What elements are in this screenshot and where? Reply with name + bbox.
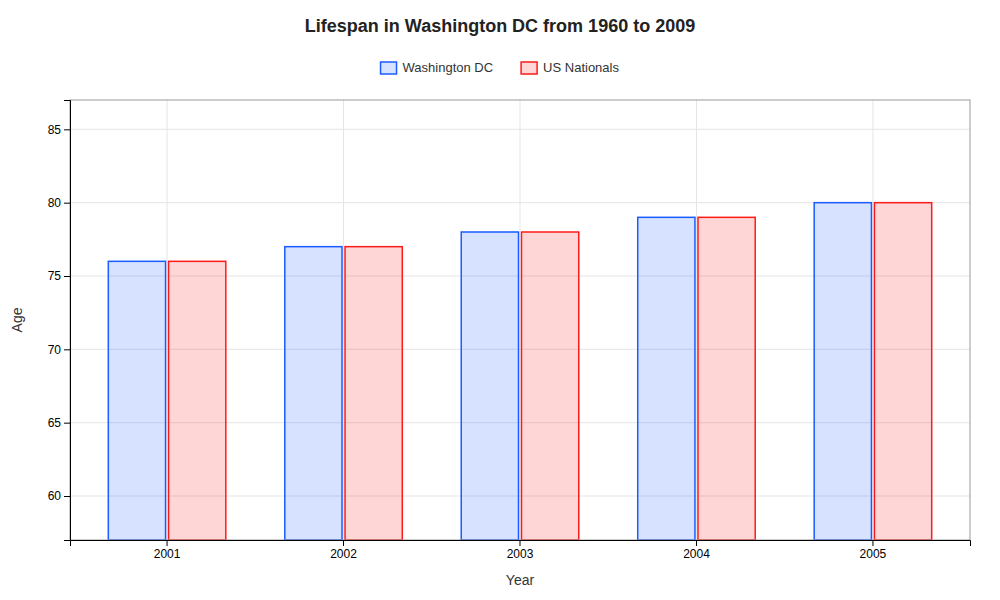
grid [70,100,970,540]
bar [522,232,579,540]
legend-item: US Nationals [521,60,619,75]
tick-mark [872,540,873,546]
tick: 80 [48,196,70,210]
plot-frame [70,100,970,540]
grid-line [167,100,168,540]
bar-series [169,203,932,540]
bar [108,261,165,540]
tick: 65 [48,416,70,430]
tick-label: 2003 [507,547,534,561]
x-axis-title: Year [506,572,535,588]
tick-mark [64,496,70,497]
tick: 2005 [860,540,887,561]
legend-label: Washington DC [403,60,494,75]
tick-label: 60 [48,489,62,503]
tick-label: 2005 [860,547,887,561]
grid-line [696,100,697,540]
tick-mark [343,540,344,546]
tick-label: 75 [48,269,62,283]
grid-line [520,100,521,540]
grid-line [872,100,873,540]
chart: 2001 2002 2003 2004 2005 60 65 70 75 80 85 Year Age L… [0,0,1000,600]
tick-label: 80 [48,196,62,210]
tick-mark [167,540,168,546]
legend-swatch [521,62,537,74]
tick-label: 2002 [330,547,357,561]
bar [461,232,518,540]
tick: 2001 [154,540,181,561]
legend-item: Washington DC [381,60,494,75]
tick: 70 [48,343,70,357]
tick: 2002 [330,540,357,561]
tick-mark [696,540,697,546]
tick-mark [64,423,70,424]
tick-label: 85 [48,123,62,137]
bar [169,261,226,540]
tick-mark [520,540,521,546]
tick-mark [64,203,70,204]
legend-swatch [381,62,397,74]
tick-mark [64,129,70,130]
tick: 85 [48,123,70,137]
grid-line [343,100,344,540]
plot-area: 2001 2002 2003 2004 2005 60 65 70 75 80 85 [48,100,971,561]
bar-series [108,203,871,540]
bar [874,203,931,540]
x-axis: 2001 2002 2003 2004 2005 [71,540,971,561]
axis-line [64,101,71,541]
tick-label: 2001 [154,547,181,561]
tick-label: 70 [48,343,62,357]
chart-title: Lifespan in Washington DC from 1960 to 2… [305,16,695,36]
tick: 75 [48,269,70,283]
bar [638,217,695,540]
bar [285,247,342,540]
y-axis: 60 65 70 75 80 85 [48,101,71,541]
tick-label: 2004 [683,547,710,561]
legend-label: US Nationals [543,60,619,75]
y-axis-title: Age [9,307,25,332]
legend: Washington DC US Nationals [381,60,620,75]
bar [814,203,871,540]
tick: 60 [48,489,70,503]
tick-mark [64,349,70,350]
bar [345,247,402,540]
tick: 2004 [683,540,710,561]
bar [698,217,755,540]
tick-label: 65 [48,416,62,430]
tick: 2003 [507,540,534,561]
axis-line [71,541,971,547]
tick-mark [64,276,70,277]
bars [108,203,931,540]
